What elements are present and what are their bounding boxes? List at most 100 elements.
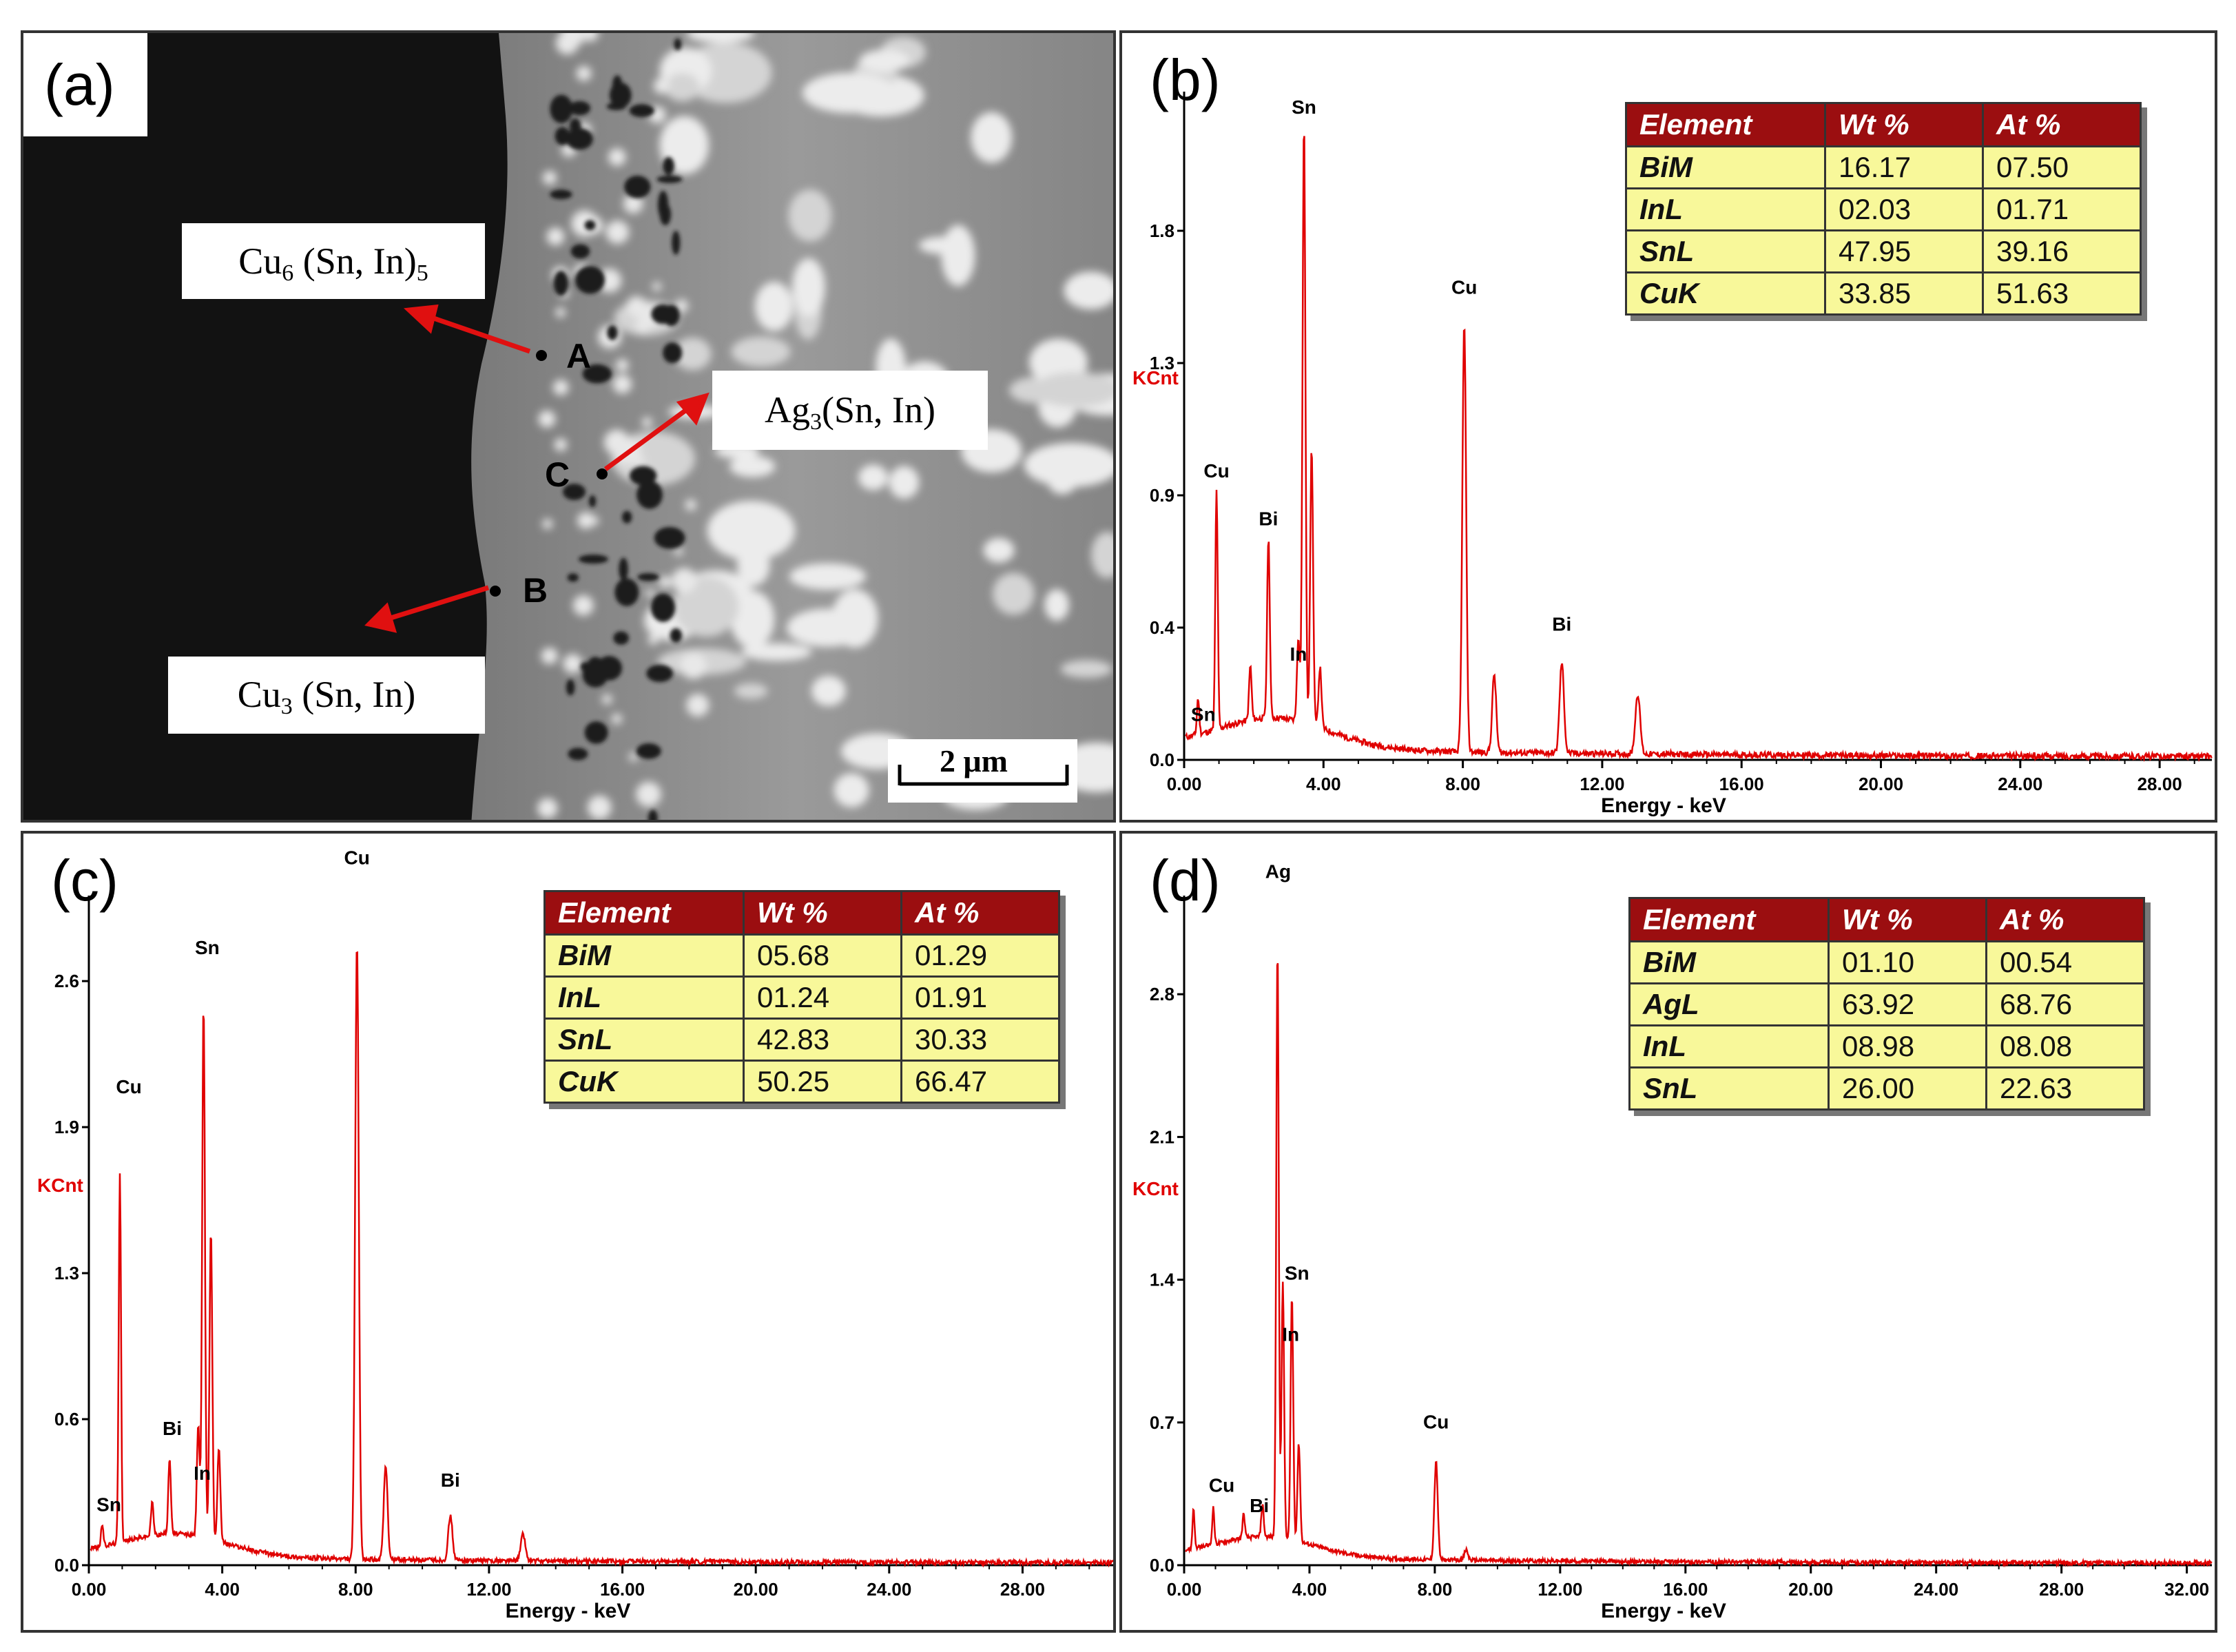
x-tick-label: 8.00 (1418, 1579, 1453, 1600)
header-at: At % (1982, 102, 2142, 147)
cell-wt: 26.00 (1828, 1066, 1987, 1111)
point-a-dot (536, 350, 547, 361)
cell-element: BiM (544, 933, 745, 978)
x-tick-label: 4.00 (1292, 1579, 1327, 1600)
cell-at: 08.08 (1985, 1024, 2145, 1068)
arrow-c (603, 406, 690, 471)
arrow-a (428, 314, 531, 354)
x-tick-label: 28.00 (2039, 1579, 2084, 1600)
table-header-row: Element Wt % At % (544, 890, 1060, 936)
eds-spectrum-panel-c: 0.00 4.00 8.00 12.00 16.00 20.00 24.00 28.00 0.0… (21, 831, 1116, 1633)
y-tick-label: 1.3 (1150, 353, 1174, 373)
y-tick-label: 0.0 (54, 1555, 79, 1576)
header-at: At % (900, 890, 1060, 936)
peak-label: Cu (1209, 1474, 1234, 1496)
x-tick-label: 16.00 (1719, 774, 1764, 794)
peak-label: Bi (1250, 1495, 1269, 1516)
cell-element: InL (1628, 1024, 1830, 1068)
cell-element: BiM (1628, 940, 1830, 984)
peak-label: Sn (96, 1494, 121, 1516)
indicator-arrows (364, 304, 710, 633)
peak-label: Sn (1191, 703, 1216, 725)
x-tick-label: 20.00 (734, 1579, 778, 1600)
y-tick-label: 0.9 (1150, 485, 1174, 506)
composition-table-c: Element Wt % At % BiM 05.68 01.29 InL 01.24… (544, 890, 1060, 1104)
peak-label: Sn (1292, 96, 1316, 118)
header-wt: Wt % (1824, 102, 1984, 147)
x-tick-label: 16.00 (600, 1579, 645, 1600)
y-axis-label: KCnt (1132, 1178, 1179, 1199)
panel-a-letter: (a) (23, 33, 147, 136)
header-wt: Wt % (1828, 897, 1987, 942)
spectrum-line (90, 951, 1113, 1568)
cell-element: SnL (544, 1018, 745, 1062)
peak-label: In (1282, 1323, 1299, 1345)
point-c-dot (597, 468, 608, 479)
y-tick-label: 2.1 (1150, 1126, 1174, 1147)
cell-element: CuK (1625, 271, 1826, 316)
x-tick-label: 0.00 (1167, 774, 1202, 794)
cell-at: 22.63 (1985, 1066, 2145, 1111)
header-element: Element (544, 890, 745, 936)
panel-b-letter: (b) (1150, 48, 1221, 112)
cell-wt: 47.95 (1824, 229, 1984, 273)
arrow-a-head (404, 304, 439, 334)
y-tick-label: 0.4 (1150, 617, 1175, 638)
x-tick-label: 4.00 (205, 1579, 240, 1600)
cell-wt: 01.24 (743, 975, 902, 1020)
cell-at: 30.33 (900, 1018, 1060, 1062)
eds-spectrum-panel-d: 0.00 4.00 8.00 12.00 16.00 20.00 24.00 28.00 32.… (1119, 831, 2217, 1633)
sem-micrograph-panel: (a) 2 μm Cu6 (Sn, In)5 Ag3(Sn, In) Cu3 (… (21, 30, 1116, 823)
cell-element: AgL (1628, 982, 1830, 1026)
composition-table-b: Element Wt % At % BiM 16.17 07.50 InL 02.03… (1625, 102, 2142, 316)
x-tick-label: 4.00 (1306, 774, 1341, 794)
x-axis-label: Energy - keV (1601, 794, 1726, 817)
cell-wt: 05.68 (743, 933, 902, 978)
cell-element: CuK (544, 1060, 745, 1104)
header-at: At % (1985, 897, 2145, 942)
eds-spectrum-chart-c: 0.00 4.00 8.00 12.00 16.00 20.00 24.00 28.00 0.0… (37, 847, 1113, 1622)
cell-at: 01.91 (900, 975, 1060, 1020)
panel-d-letter: (d) (1150, 848, 1221, 913)
cu3sn-label: Cu3 (Sn, In) (168, 657, 485, 734)
x-tick-label: 12.00 (466, 1579, 511, 1600)
peak-label: Bi (1259, 508, 1278, 530)
composition-table-d: Element Wt % At % BiM 01.10 00.54 AgL 63.92… (1628, 897, 2145, 1111)
x-tick-label: 8.00 (1445, 774, 1480, 794)
table-row: BiM 16.17 07.50 (1625, 145, 2142, 189)
table-row: BiM 01.10 00.54 (1628, 940, 2145, 984)
y-tick-label: 1.9 (54, 1117, 79, 1137)
y-axis-label: KCnt (37, 1175, 83, 1196)
spectrum-line (1185, 962, 2213, 1569)
header-element: Element (1628, 897, 1830, 942)
x-tick-label: 12.00 (1580, 774, 1624, 794)
cell-element: InL (544, 975, 745, 1020)
table-row: SnL 26.00 22.63 (1628, 1066, 2145, 1111)
x-tick-label: 32.00 (2164, 1579, 2209, 1600)
arrow-b-head (364, 602, 397, 633)
interface-voids (550, 38, 685, 820)
cell-at: 68.76 (1985, 982, 2145, 1026)
eds-spectrum-chart-b: 0.00 4.00 8.00 12.00 16.00 20.00 24.00 28.00 0.0… (1132, 92, 2213, 817)
panel-c-letter: (c) (51, 848, 118, 913)
y-tick-label: 0.0 (1150, 1555, 1174, 1576)
point-b-label: B (523, 571, 548, 610)
arrow-c-head (676, 392, 710, 426)
peak-label: In (194, 1463, 211, 1484)
cell-wt: 50.25 (743, 1060, 902, 1104)
peak-label: Bi (1552, 613, 1571, 634)
peak-label: Cu (1423, 1412, 1449, 1433)
table-row: InL 08.98 08.08 (1628, 1024, 2145, 1068)
scale-bar-overlay (898, 765, 1069, 786)
table-row: SnL 42.83 30.33 (544, 1018, 1060, 1062)
peak-label: Bi (163, 1418, 182, 1439)
eds-spectrum-chart-d: 0.00 4.00 8.00 12.00 16.00 20.00 24.00 28.00 32.… (1132, 860, 2213, 1622)
y-tick-label: 1.8 (1150, 220, 1174, 241)
x-tick-label: 20.00 (1859, 774, 1903, 794)
cell-wt: 42.83 (743, 1018, 902, 1062)
table-row: AgL 63.92 68.76 (1628, 982, 2145, 1026)
point-b-dot (490, 586, 501, 597)
cell-wt: 16.17 (1824, 145, 1984, 189)
y-tick-label: 2.6 (54, 971, 79, 991)
y-tick-label: 2.8 (1150, 984, 1174, 1004)
